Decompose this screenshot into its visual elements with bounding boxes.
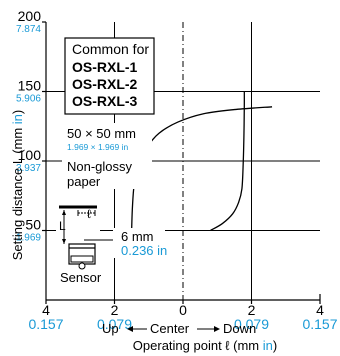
- x-axis-title: Operating point ℓ (mm in): [133, 338, 277, 353]
- y-axis-title: Setting distance L (mm in): [10, 110, 25, 261]
- tick-labels: 501.9691003.9371505.9062007.87440.15720.…: [16, 8, 338, 332]
- x-tick-label: 4: [316, 302, 324, 318]
- x-tick-label: 0: [179, 302, 187, 318]
- x-tick-inch-label: 0.079: [97, 316, 132, 332]
- y-tick-label: 100: [18, 147, 42, 163]
- sensor-label: Sensor: [60, 270, 102, 285]
- target-material-line1: Non-glossy: [67, 159, 133, 174]
- ell-symbol: ℓ: [87, 207, 91, 221]
- y-tick-inch-label: 7.874: [16, 24, 41, 35]
- legend: Common for OS-RXL-1 OS-RXL-2 OS-RXL-3: [64, 37, 155, 115]
- legend-heading: Common for: [72, 41, 149, 57]
- axes: [42, 21, 321, 304]
- y-tick-label: 150: [18, 78, 42, 94]
- x-tick-label: 4: [42, 302, 50, 318]
- target-annotation: 50 × 50 mm 1.969 × 1.969 in Non-glossy p…: [62, 123, 152, 189]
- x-dir-down: Down: [223, 321, 256, 336]
- x-tick-inch-label: 0.157: [28, 316, 63, 332]
- legend-box: [64, 37, 155, 115]
- target-material-line2: paper: [67, 174, 101, 189]
- x-direction-labels: Up Center Down: [102, 321, 256, 336]
- x-tick-inch-label: 0.079: [234, 316, 269, 332]
- series-curve-2: [210, 91, 245, 232]
- L-symbol: L: [59, 219, 66, 233]
- gap-inch: 0.236 in: [121, 243, 167, 258]
- y-tick-inch-label: 3.937: [16, 163, 41, 174]
- legend-item-2: OS-RXL-2: [72, 76, 138, 92]
- y-tick-label: 50: [25, 217, 41, 233]
- x-tick-label: 2: [248, 302, 256, 318]
- series-curve-1: [130, 106, 273, 231]
- y-tick-inch-label: 5.906: [16, 94, 41, 105]
- legend-item-3: OS-RXL-3: [72, 93, 138, 109]
- x-tick-inch-label: 0.157: [302, 316, 337, 332]
- gap-mm: 6 mm: [121, 229, 154, 244]
- target-size: 50 × 50 mm: [67, 126, 136, 141]
- x-dir-center: Center: [150, 321, 190, 336]
- y-tick-label: 200: [18, 8, 42, 24]
- x-dir-up: Up: [102, 321, 119, 336]
- sensor-diagram: L ℓ Sensor: [56, 198, 118, 290]
- target-size-inch: 1.969 × 1.969 in: [67, 142, 128, 152]
- legend-item-1: OS-RXL-1: [72, 59, 138, 75]
- y-tick-inch-label: 1.969: [16, 233, 41, 244]
- x-tick-label: 2: [111, 302, 119, 318]
